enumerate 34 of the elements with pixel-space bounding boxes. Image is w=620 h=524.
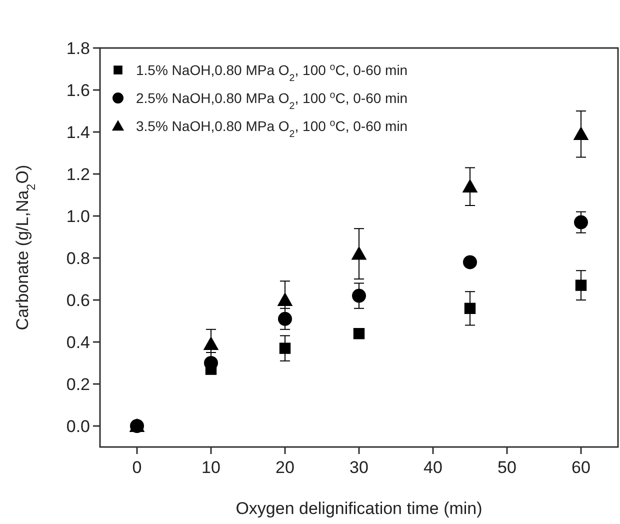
y-tick-label: 0.0	[66, 417, 90, 436]
x-tick-label: 60	[572, 458, 590, 477]
point	[352, 288, 366, 303]
x-tick-label: 20	[276, 458, 294, 477]
legend-label: 3.5% NaOH,0.80 MPa O$_{2}$, 100 $^{o}$C, 0-60 min	[136, 118, 408, 140]
x-tick-label: 10	[202, 458, 220, 477]
point	[351, 246, 367, 260]
y-tick-label: 1.2	[66, 165, 90, 184]
x-tick-label: 50	[498, 458, 516, 477]
y-tick-label: 0.2	[66, 375, 90, 394]
x-tick-label: 30	[350, 458, 368, 477]
point	[278, 312, 292, 326]
y-tick-label: 1.4	[66, 123, 90, 142]
point	[277, 292, 293, 306]
point	[463, 255, 477, 270]
point	[574, 215, 588, 230]
x-tick-label: 40	[424, 458, 442, 477]
x-axis-title: Oxygen delignification time (min)	[236, 499, 482, 518]
point	[203, 336, 219, 350]
legend-label: 1.5% NaOH,0.80 MPa O$_{2}$, 100 $^{o}$C, 0-60 min	[136, 62, 408, 84]
y-tick-label: 0.4	[66, 333, 90, 352]
point	[462, 178, 478, 193]
y-tick-label: 1.0	[66, 207, 90, 226]
y-tick-label: 0.6	[66, 291, 90, 310]
y-tick-label: 1.6	[66, 81, 90, 100]
y-tick-label: 1.8	[66, 39, 90, 58]
point	[464, 302, 476, 314]
y-tick-label: 0.8	[66, 249, 90, 268]
legend-label: 2.5% NaOH,0.80 MPa O$_{2}$, 100 $^{o}$C, 0-60 min	[136, 90, 408, 112]
point	[279, 342, 291, 354]
point	[353, 328, 365, 340]
point	[573, 126, 589, 140]
x-tick-label: 0	[132, 458, 142, 477]
point	[575, 280, 587, 291]
